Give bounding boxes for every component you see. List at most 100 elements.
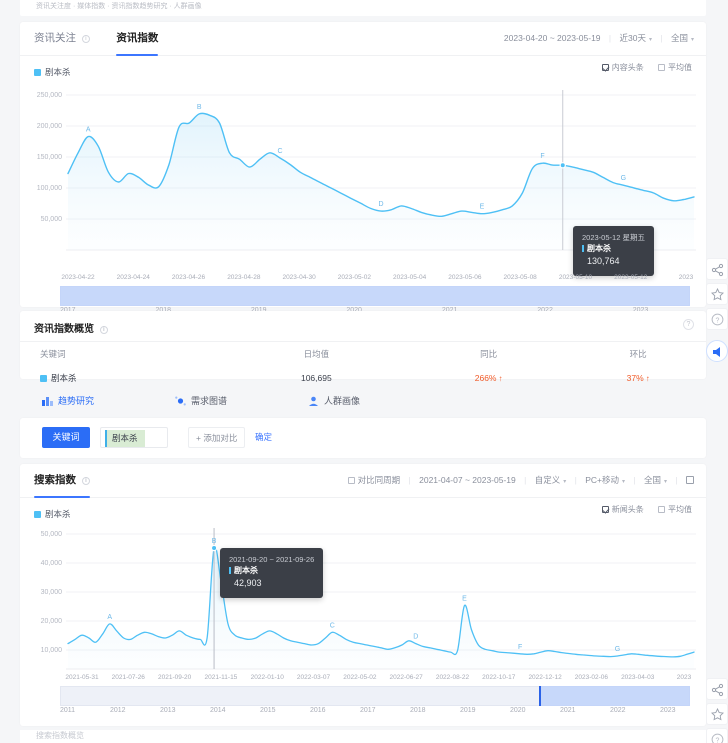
option-average[interactable]: 平均值 <box>658 63 692 72</box>
news-area-fill <box>68 113 694 250</box>
chart-icon <box>42 396 53 406</box>
search-range-preset[interactable]: 自定义 ▾ <box>535 475 567 485</box>
checkbox-icon[interactable] <box>601 506 609 513</box>
option-content-headline[interactable]: 内容头条 <box>601 63 644 72</box>
news-date-range[interactable]: 2023-04-20 ~ 2023-05-19 <box>503 33 601 43</box>
legend-color-swatch <box>34 511 41 518</box>
search-device-select[interactable]: PC+移动 ▾ <box>585 475 625 485</box>
news-timeline-brush[interactable]: 2017 2018 2019 2020 2021 2022 2023 <box>60 286 690 320</box>
news-legend-row: 剧本杀 内容头条 平均值 <box>20 56 706 78</box>
table-header-row: 关键词 日均值 同比 环比 <box>20 341 706 366</box>
tab-search-index[interactable]: 搜索指数 i <box>34 464 90 498</box>
brush-year-label: 2022 <box>537 307 553 314</box>
x-axis-tick: 2021-05-31 <box>65 674 99 681</box>
keyword-tag-label: 剧本杀 <box>112 433 138 443</box>
star-icon[interactable] <box>706 283 728 305</box>
float-rail-top: ? <box>706 258 728 333</box>
info-icon[interactable]: i <box>81 35 90 43</box>
confirm-button[interactable]: 确定 <box>255 427 272 448</box>
keyword-bar-card: 关键词 剧本杀 + 添加对比 确定 <box>20 418 706 458</box>
chart-point-label: C <box>330 622 335 629</box>
sidebar-item-demand-label: 需求图谱 <box>191 396 228 406</box>
checkbox-icon[interactable] <box>658 64 665 71</box>
option-average[interactable]: 平均值 <box>658 505 692 514</box>
news-point-labels: A B C D E F G <box>86 104 626 211</box>
x-axis-tick: 2021-07-26 <box>112 674 146 681</box>
float-rail-bottom: ? <box>706 678 728 743</box>
brush-year-label: 2014 <box>210 707 226 714</box>
tab-news-attention-label: 资讯关注 <box>34 32 76 44</box>
share-icon[interactable] <box>706 678 728 700</box>
graph-icon <box>175 396 186 406</box>
brush-year-label: 2023 <box>660 707 676 714</box>
sidebar-item-demand[interactable]: 需求图谱 <box>175 388 227 414</box>
search-date-range[interactable]: 2021-04-07 ~ 2023-05-19 <box>419 475 516 485</box>
search-chart-svg[interactable]: 50,000 40,000 30,000 20,000 10,000 A B C D E… <box>20 520 706 680</box>
search-region-select[interactable]: 全国 ▾ <box>644 475 667 485</box>
tab-news-attention[interactable]: 资讯关注 i <box>34 22 90 55</box>
keyword-input-box[interactable]: 剧本杀 <box>100 427 168 448</box>
search-header-controls: 对比同周期 | 2021-04-07 ~ 2023-05-19 | 自定义 ▾ |… <box>347 464 694 499</box>
compare-same-period-label: 对比同周期 <box>357 475 401 485</box>
info-icon[interactable]: i <box>81 477 90 485</box>
search-tooltip-date: 2021-09-20 ~ 2021-09-26 <box>229 555 315 564</box>
search-timeline-brush[interactable]: 2011 2012 2013 2014 2015 2016 2017 2018 2019 2020… <box>60 686 690 720</box>
brush-year-label: 2016 <box>310 707 326 714</box>
news-brush-selection[interactable] <box>60 286 690 306</box>
search-brush-handle-left[interactable] <box>539 686 541 706</box>
option-news-headline[interactable]: 新闻头条 <box>601 505 644 514</box>
keyword-tag[interactable]: 剧本杀 <box>105 430 145 447</box>
chart-point-label: F <box>518 644 522 651</box>
col-mom: 环比 <box>570 341 706 366</box>
col-keyword: 关键词 <box>20 341 226 366</box>
brush-year-label: 2017 <box>60 307 76 314</box>
svg-text:50,000: 50,000 <box>41 531 63 538</box>
news-chart-svg[interactable]: 250,000 200,000 150,000 100,000 50,000 A… <box>20 78 706 263</box>
info-icon[interactable]: i <box>99 326 108 334</box>
search-chart[interactable]: 50,000 40,000 30,000 20,000 10,000 A B C D E… <box>20 520 706 680</box>
help-icon[interactable]: ? <box>683 319 694 330</box>
share-icon[interactable] <box>706 258 728 280</box>
checkbox-icon[interactable] <box>658 506 665 513</box>
news-overview-card: 资讯指数概览 i ? 关键词 日均值 同比 环比 剧本杀 106,695 2 <box>20 311 706 383</box>
tab-news-index[interactable]: 资讯指数 <box>116 22 159 56</box>
news-tooltip: 2023-05-12 星期五 剧本杀 130,764 <box>573 226 654 276</box>
news-chart[interactable]: 250,000 200,000 150,000 100,000 50,000 A… <box>20 78 706 276</box>
star-icon[interactable] <box>706 703 728 725</box>
cell-keyword-label: 剧本杀 <box>51 373 77 383</box>
sidebar-item-audience-label: 人群画像 <box>324 396 361 406</box>
sidebar-item-audience[interactable]: 人群画像 <box>308 388 360 414</box>
bottom-peek-text: 搜索指数概览 <box>36 731 84 740</box>
news-range-preset[interactable]: 近30天 ▾ <box>620 33 652 43</box>
search-brush-selection[interactable] <box>540 686 690 706</box>
divider: | <box>524 475 527 485</box>
brush-year-label: 2019 <box>251 307 267 314</box>
legend-item-keyword[interactable]: 剧本杀 <box>34 66 71 78</box>
x-axis-tick: 2023-04-26 <box>172 274 206 281</box>
keyword-button[interactable]: 关键词 <box>42 427 90 448</box>
feedback-icon[interactable] <box>706 340 728 362</box>
chart-point-label: F <box>540 153 544 160</box>
arrow-up-icon: ↑ <box>645 374 650 383</box>
col-daily-avg: 日均值 <box>225 341 407 366</box>
external-link-icon[interactable] <box>686 476 694 484</box>
x-axis-tick: 2021-11-15 <box>205 674 238 681</box>
legend-item-keyword[interactable]: 剧本杀 <box>34 508 71 520</box>
overview-title-row: 资讯指数概览 i <box>20 311 706 335</box>
checkbox-icon[interactable] <box>601 64 609 71</box>
legend-label: 剧本杀 <box>45 509 71 519</box>
help-icon[interactable]: ? <box>706 728 728 743</box>
x-axis-tick: 2022-01-10 <box>251 674 285 681</box>
compare-same-period[interactable]: 对比同周期 <box>347 475 401 485</box>
brush-year-label: 2018 <box>410 707 426 714</box>
sidebar-item-trend[interactable]: 趋势研究 <box>42 388 94 414</box>
help-icon[interactable]: ? <box>706 308 728 330</box>
chart-point-label: G <box>615 646 620 653</box>
news-region-select[interactable]: 全国 ▾ <box>671 33 694 43</box>
add-compare-button[interactable]: + 添加对比 <box>188 427 246 448</box>
x-axis-tick: 2023-05-08 <box>504 274 538 281</box>
overview-table: 关键词 日均值 同比 环比 剧本杀 106,695 266% ↑ 37% ↑ <box>20 341 706 384</box>
checkbox-icon[interactable] <box>347 477 355 484</box>
brush-year-label: 2019 <box>460 707 476 714</box>
news-tabs-row: 资讯关注 i 资讯指数 2023-04-20 ~ 2023-05-19 | 近3… <box>20 22 706 56</box>
